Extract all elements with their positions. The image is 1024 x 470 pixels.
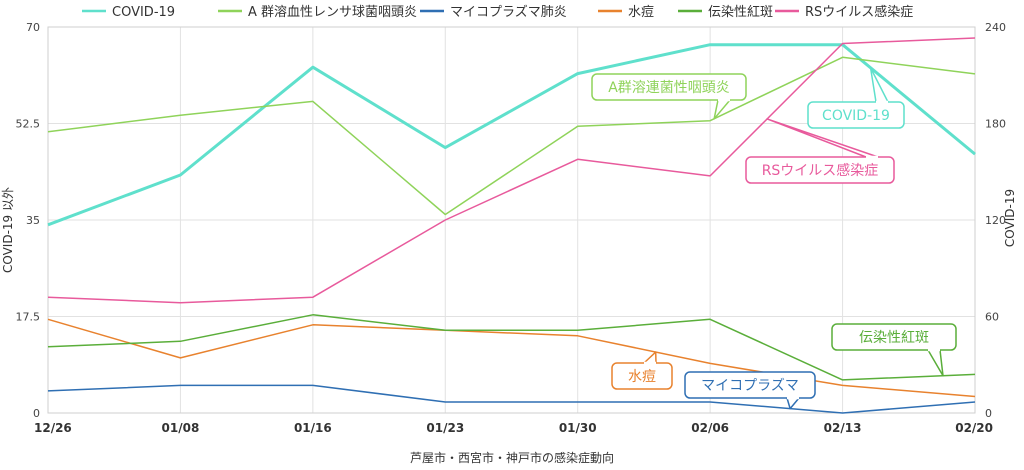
callout-box bbox=[611, 362, 673, 390]
legend-label: RSウイルス感染症 bbox=[805, 4, 913, 20]
x-tick-label: 01/30 bbox=[559, 421, 597, 435]
y-right-tick-label: 120 bbox=[985, 214, 1006, 227]
y-left-tick-label: 70 bbox=[26, 21, 40, 34]
callout-box bbox=[591, 73, 747, 101]
legend: COVID-19 A 群溶血性レンサ球菌咽頭炎 マイコプラズマ肺炎 水痘 伝染性紅斑 RS… bbox=[82, 4, 913, 20]
legend-item: マイコプラズマ肺炎 bbox=[420, 4, 567, 20]
callout-box bbox=[807, 101, 905, 129]
y-right-tick-label: 180 bbox=[985, 118, 1006, 131]
series-line bbox=[47, 384, 976, 414]
y-left-tick-label: 0 bbox=[33, 407, 40, 420]
legend-label: 水痘 bbox=[628, 5, 654, 20]
series-line bbox=[47, 56, 976, 216]
y-right-tick-label: 240 bbox=[985, 21, 1006, 34]
legend-label: 伝染性紅斑 bbox=[708, 5, 773, 20]
callout-box bbox=[831, 323, 957, 351]
legend-item: A 群溶血性レンサ球菌咽頭炎 bbox=[218, 5, 417, 20]
callout-label: 水痘 bbox=[628, 369, 656, 385]
legend-item: RSウイルス感染症 bbox=[775, 4, 913, 20]
x-tick-label: 02/06 bbox=[691, 421, 729, 435]
x-tick-label: 02/13 bbox=[824, 421, 862, 435]
series-line bbox=[47, 43, 976, 227]
legend-item: 伝染性紅斑 bbox=[678, 5, 773, 20]
series-line bbox=[47, 37, 976, 304]
axes: 0 17.5 35 52.5 70 0 60 120 180 240 12/26 01/08 01/16… bbox=[16, 21, 1007, 435]
callout-tail bbox=[786, 397, 800, 410]
x-tick-label: 12/26 bbox=[34, 421, 72, 435]
grid bbox=[47, 26, 976, 414]
legend-label: COVID-19 bbox=[112, 5, 175, 20]
x-tick-label: 02/20 bbox=[955, 421, 993, 435]
y-axis-right-title: COVID-19 bbox=[1003, 189, 1017, 247]
legend-item: 水痘 bbox=[598, 5, 654, 20]
y-axis-left-title: COVID-19 以外 bbox=[1, 187, 15, 273]
y-left-tick-label: 52.5 bbox=[16, 118, 41, 131]
series-line bbox=[47, 318, 976, 398]
y-right-tick-label: 0 bbox=[985, 407, 992, 420]
callout-label: COVID-19 bbox=[822, 108, 890, 124]
callout: A群溶連菌性咽頭炎 bbox=[591, 73, 747, 120]
callout-tail bbox=[713, 99, 731, 120]
callout-label: A群溶連菌性咽頭炎 bbox=[608, 80, 730, 96]
callout-tail bbox=[927, 349, 944, 377]
legend-label: マイコプラズマ肺炎 bbox=[450, 4, 567, 20]
y-left-tick-label: 17.5 bbox=[16, 311, 41, 324]
callout: マイコプラズマ bbox=[684, 371, 816, 410]
callout: 伝染性紅斑 bbox=[831, 323, 957, 377]
x-tick-label: 01/16 bbox=[294, 421, 332, 435]
x-axis-title: 芦屋市・西宮市・神戸市の感染症動向 bbox=[410, 450, 614, 465]
legend-label: A 群溶血性レンサ球菌咽頭炎 bbox=[248, 5, 417, 20]
legend-item: COVID-19 bbox=[82, 5, 175, 20]
callout-label: RSウイルス感染症 bbox=[762, 162, 879, 179]
plot-area bbox=[47, 26, 976, 414]
y-right-tick-label: 60 bbox=[985, 311, 999, 324]
x-tick-label: 01/23 bbox=[426, 421, 464, 435]
x-tick-label: 01/08 bbox=[162, 421, 200, 435]
callout-tail bbox=[869, 67, 889, 103]
y-left-tick-label: 35 bbox=[26, 214, 40, 227]
series-lines bbox=[47, 37, 976, 414]
callout: RSウイルス感染症 bbox=[745, 118, 895, 184]
series-line bbox=[47, 314, 976, 381]
callout-box bbox=[745, 156, 895, 184]
callout-tail bbox=[643, 351, 657, 364]
callout-label: 伝染性紅斑 bbox=[859, 330, 929, 346]
callout-label: マイコプラズマ bbox=[701, 378, 799, 394]
callout: 水痘 bbox=[611, 351, 673, 390]
callout-box bbox=[684, 371, 816, 399]
callout: COVID-19 bbox=[807, 67, 905, 129]
